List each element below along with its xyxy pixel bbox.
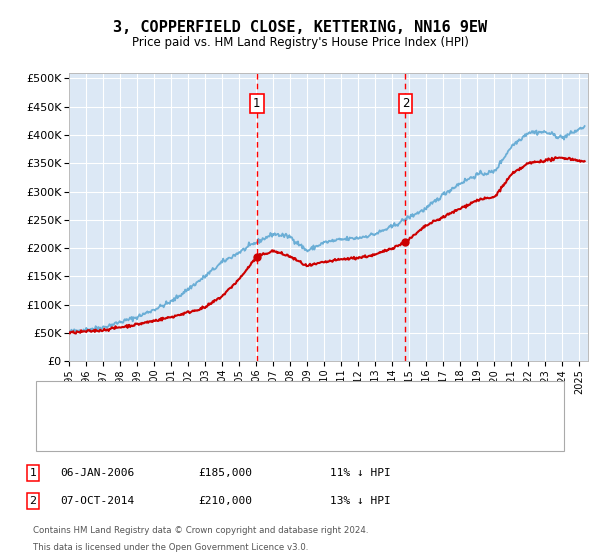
Text: £185,000: £185,000 [198,468,252,478]
Text: Contains HM Land Registry data © Crown copyright and database right 2024.: Contains HM Land Registry data © Crown c… [33,526,368,535]
Text: 3, COPPERFIELD CLOSE, KETTERING, NN16 9EW (detached house): 3, COPPERFIELD CLOSE, KETTERING, NN16 9E… [81,395,443,405]
Text: £210,000: £210,000 [198,496,252,506]
Text: HPI: Average price, detached house, North Northamptonshire: HPI: Average price, detached house, Nort… [81,426,443,436]
Text: This data is licensed under the Open Government Licence v3.0.: This data is licensed under the Open Gov… [33,543,308,552]
Text: 1: 1 [253,97,260,110]
Text: 3, COPPERFIELD CLOSE, KETTERING, NN16 9EW: 3, COPPERFIELD CLOSE, KETTERING, NN16 9E… [113,20,487,35]
Text: 1: 1 [29,468,37,478]
Text: 11% ↓ HPI: 11% ↓ HPI [330,468,391,478]
Text: 07-OCT-2014: 07-OCT-2014 [60,496,134,506]
Text: 13% ↓ HPI: 13% ↓ HPI [330,496,391,506]
Text: 06-JAN-2006: 06-JAN-2006 [60,468,134,478]
Text: 2: 2 [401,97,409,110]
Text: Price paid vs. HM Land Registry's House Price Index (HPI): Price paid vs. HM Land Registry's House … [131,36,469,49]
Text: 2: 2 [29,496,37,506]
